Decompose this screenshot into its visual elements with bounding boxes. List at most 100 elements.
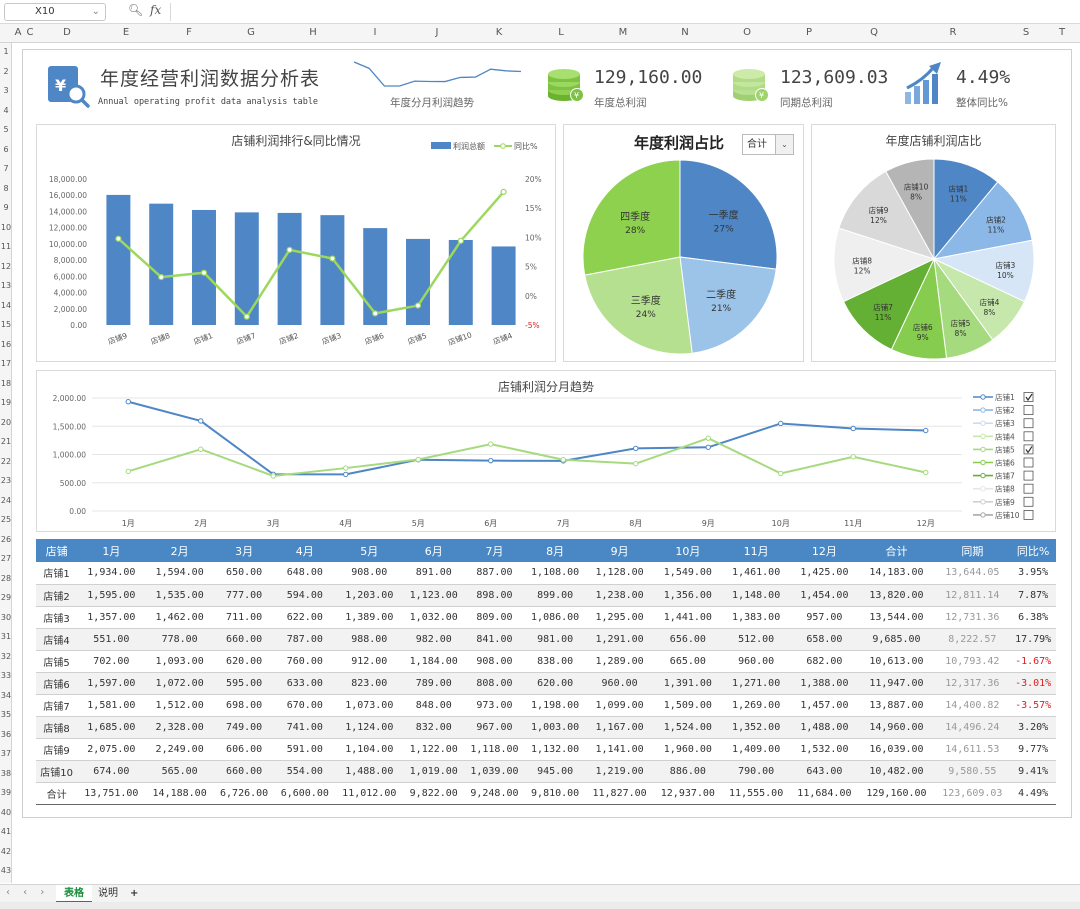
table-cell[interactable]: 13,887.00 (858, 694, 935, 717)
table-cell[interactable]: 店铺10 (36, 760, 78, 783)
table-cell[interactable]: 988.00 (335, 628, 404, 651)
table-cell[interactable]: 2,328.00 (145, 716, 214, 739)
tab-sheet-main[interactable]: 表格 (56, 885, 92, 903)
column-header[interactable]: G (247, 27, 255, 38)
row-header[interactable]: 19 (0, 398, 12, 407)
table-cell[interactable]: 店铺8 (36, 716, 78, 739)
column-header[interactable]: I (373, 27, 377, 38)
row-header[interactable]: 37 (0, 749, 12, 758)
table-cell[interactable]: 店铺3 (36, 606, 78, 629)
table-cell[interactable]: 832.00 (403, 716, 465, 739)
zoom-icon[interactable]: 🔍︎ (128, 3, 144, 17)
column-header[interactable]: S (1022, 27, 1030, 38)
table-cell[interactable]: 960.00 (585, 672, 654, 695)
table-cell[interactable]: 1,532.00 (790, 738, 859, 761)
table-cell[interactable]: 648.00 (274, 562, 336, 585)
table-cell[interactable]: 12,731.36 (934, 606, 1011, 629)
column-header[interactable]: F (186, 27, 192, 38)
column-header[interactable]: E (122, 27, 130, 38)
column-header[interactable]: R (949, 27, 957, 38)
table-cell[interactable]: 789.00 (403, 672, 465, 695)
table-cell[interactable]: 620.00 (213, 650, 275, 673)
table-cell[interactable]: 670.00 (274, 694, 336, 717)
table-cell[interactable]: 658.00 (790, 628, 859, 651)
table-cell[interactable]: 1,128.00 (585, 562, 654, 585)
table-cell[interactable]: 1,019.00 (403, 760, 465, 783)
table-cell[interactable]: 778.00 (145, 628, 214, 651)
table-cell[interactable]: -3.01% (1010, 672, 1056, 695)
table-cell[interactable]: 14,496.24 (934, 716, 1011, 739)
legend-checkbox-店铺8[interactable] (1023, 483, 1034, 494)
table-cell[interactable]: 13,751.00 (77, 782, 146, 805)
row-header[interactable]: 38 (0, 768, 12, 778)
table-cell[interactable]: 960.00 (722, 650, 791, 673)
table-cell[interactable]: 12,937.00 (653, 782, 722, 805)
row-header[interactable]: 43 (0, 866, 12, 875)
table-cell[interactable]: 787.00 (274, 628, 336, 651)
table-cell[interactable]: 1,167.00 (585, 716, 654, 739)
table-cell[interactable]: 13,820.00 (858, 584, 935, 607)
row-header[interactable]: 41 (0, 827, 12, 836)
table-cell[interactable]: 551.00 (77, 628, 146, 651)
table-cell[interactable]: 11,555.00 (722, 782, 791, 805)
chevron-down-icon[interactable]: ⌄ (91, 6, 100, 17)
row-header[interactable]: 20 (0, 417, 12, 427)
table-cell[interactable]: 1,184.00 (403, 650, 465, 673)
table-cell[interactable]: 891.00 (403, 562, 465, 585)
row-header[interactable]: 30 (0, 612, 12, 622)
column-header[interactable]: H (309, 27, 317, 38)
table-cell[interactable]: 9.41% (1010, 760, 1056, 783)
table-cell[interactable]: 11,827.00 (585, 782, 654, 805)
table-cell[interactable]: 1,960.00 (653, 738, 722, 761)
table-cell[interactable]: 1,461.00 (722, 562, 791, 585)
row-header[interactable]: 22 (0, 456, 12, 466)
column-header[interactable]: M (618, 27, 628, 38)
table-cell[interactable]: 123,609.03 (934, 782, 1011, 805)
row-header[interactable]: 5 (3, 125, 9, 134)
table-cell[interactable]: 512.00 (722, 628, 791, 651)
table-cell[interactable]: 14,960.00 (858, 716, 935, 739)
legend-checkbox-店铺10[interactable] (1023, 509, 1034, 520)
table-cell[interactable]: 790.00 (722, 760, 791, 783)
row-header[interactable]: 24 (0, 495, 12, 505)
table-cell[interactable]: 1,148.00 (722, 584, 791, 607)
table-cell[interactable]: 16,039.00 (858, 738, 935, 761)
table-cell[interactable]: 1,122.00 (403, 738, 465, 761)
table-cell[interactable]: 777.00 (213, 584, 275, 607)
column-header[interactable]: O (743, 27, 751, 38)
row-header[interactable]: 29 (0, 593, 12, 602)
table-cell[interactable]: 6.38% (1010, 606, 1056, 629)
table-cell[interactable]: 1,352.00 (722, 716, 791, 739)
table-cell[interactable]: 898.00 (464, 584, 525, 607)
formula-input[interactable] (170, 3, 1070, 21)
table-cell[interactable]: 957.00 (790, 606, 859, 629)
table-cell[interactable]: 店铺1 (36, 562, 78, 585)
table-cell[interactable]: 682.00 (790, 650, 859, 673)
table-cell[interactable]: 1,685.00 (77, 716, 146, 739)
table-cell[interactable]: 1,132.00 (524, 738, 586, 761)
table-cell[interactable]: 1,535.00 (145, 584, 214, 607)
table-cell[interactable]: 9,822.00 (403, 782, 465, 805)
table-cell[interactable]: 650.00 (213, 562, 275, 585)
table-cell[interactable]: 848.00 (403, 694, 465, 717)
table-cell[interactable]: 1,203.00 (335, 584, 404, 607)
table-cell[interactable]: 841.00 (464, 628, 525, 651)
table-cell[interactable]: 10,482.00 (858, 760, 935, 783)
table-cell[interactable]: 967.00 (464, 716, 525, 739)
table-cell[interactable]: 702.00 (77, 650, 146, 673)
table-cell[interactable]: 1,295.00 (585, 606, 654, 629)
table-cell[interactable]: 809.00 (464, 606, 525, 629)
table-cell[interactable]: 3.20% (1010, 716, 1056, 739)
table-cell[interactable]: 9,580.55 (934, 760, 1011, 783)
table-cell[interactable]: 11,947.00 (858, 672, 935, 695)
legend-checkbox-店铺7[interactable] (1023, 470, 1034, 481)
legend-checkbox-店铺4[interactable] (1023, 431, 1034, 442)
column-header[interactable]: N (681, 27, 689, 38)
row-header[interactable]: 6 (3, 144, 9, 154)
sheet-nav-arrows[interactable]: ‹ ‹ › › (6, 887, 67, 898)
row-header[interactable]: 27 (0, 554, 12, 563)
row-header[interactable]: 23 (0, 476, 12, 485)
table-cell[interactable]: 1,123.00 (403, 584, 465, 607)
row-header[interactable]: 4 (3, 105, 9, 115)
column-header[interactable]: K (495, 27, 503, 38)
